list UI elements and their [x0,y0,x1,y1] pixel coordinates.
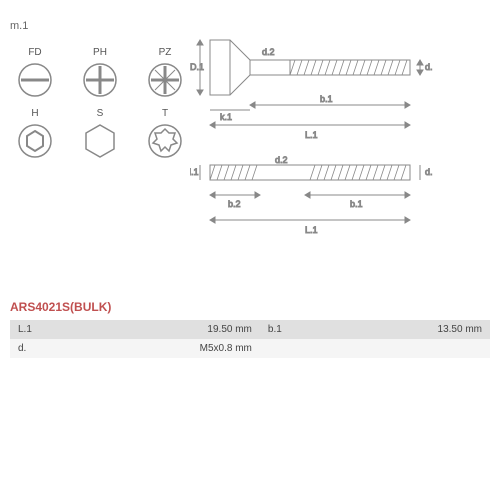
dim-d-bot: d. [425,167,433,177]
dim-d: d. [425,62,433,72]
drive-s: S [75,108,125,159]
drive-ph: PH [75,47,125,98]
spec-key: L.1 [10,320,86,339]
dim-L1-bot: L.1 [305,225,318,235]
spec-key [260,339,336,358]
dim-k1: k.1 [220,112,232,122]
legend-title: m.1 [10,20,190,32]
screw-drawing: D.1 d.2 d. k.1 b.1 L.1 d.1 d.2 [190,20,480,250]
spec-val [336,339,490,358]
drive-s-label: S [75,108,125,119]
drive-h: H [10,108,60,159]
drive-h-label: H [10,108,60,119]
dim-d1: d.1 [190,167,199,177]
drive-pz: PZ [140,47,190,98]
dim-b1-bot: b.1 [350,199,363,209]
dim-D1: D.1 [190,62,204,72]
spec-val: M5x0.8 mm [86,339,260,358]
table-row: L.119.50 mm b.113.50 mm [10,320,490,339]
drive-ph-label: PH [75,47,125,58]
dim-b2: b.2 [228,199,241,209]
drive-type-grid: FD PH PZ H S [10,47,190,159]
dim-d2-bot: d.2 [275,155,288,165]
drive-t: T [140,108,190,159]
drive-t-label: T [140,108,190,119]
spec-val: 19.50 mm [86,320,260,339]
spec-val: 13.50 mm [336,320,490,339]
spec-table: L.119.50 mm b.113.50 mm d.M5x0.8 mm [10,320,490,358]
dim-L1-top: L.1 [305,130,318,140]
dim-b1-top: b.1 [320,94,333,104]
dim-d2: d.2 [262,47,275,57]
part-number: ARS4021S(BULK) [10,300,500,314]
spec-key: b.1 [260,320,336,339]
drive-fd: FD [10,47,60,98]
table-row: d.M5x0.8 mm [10,339,490,358]
drive-fd-label: FD [10,47,60,58]
drive-pz-label: PZ [140,47,190,58]
spec-key: d. [10,339,86,358]
